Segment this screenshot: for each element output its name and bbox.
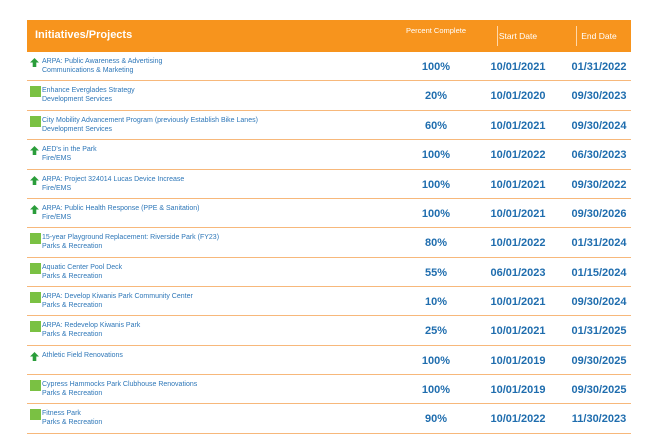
table-row[interactable]: Cypress Hammocks Park Clubhouse Renovati… bbox=[27, 375, 631, 405]
end-date: 11/30/2023 bbox=[571, 413, 627, 426]
start-date: 10/01/2019 bbox=[490, 354, 546, 367]
green-square-icon bbox=[30, 115, 41, 127]
table-row[interactable]: ARPA: Public Health Response (PPE & Sani… bbox=[27, 199, 631, 229]
start-date: 06/01/2023 bbox=[490, 266, 546, 279]
table-row[interactable]: ARPA: Public Awareness & Advertising Comm… bbox=[27, 52, 631, 82]
department-name: Development Services bbox=[42, 96, 113, 104]
green-square-icon bbox=[30, 86, 41, 98]
table-header: Initiatives/Projects Percent Complete St… bbox=[27, 20, 631, 52]
percent-complete: 80% bbox=[424, 237, 448, 250]
end-date: 09/30/2024 bbox=[571, 119, 627, 132]
end-date: 01/31/2022 bbox=[571, 61, 627, 73]
percent-complete: 25% bbox=[424, 325, 448, 338]
start-date: 10/01/2021 bbox=[490, 178, 546, 191]
end-date: 09/30/2024 bbox=[571, 296, 627, 309]
project-title[interactable]: ARPA: Redevelop Kiwanis Park bbox=[42, 322, 141, 330]
project-title[interactable]: ARPA: Public Awareness & Advertising bbox=[42, 58, 163, 65]
department-name: Parks & Recreation bbox=[42, 272, 103, 280]
end-date: 01/15/2024 bbox=[571, 266, 627, 279]
end-date: 09/30/2025 bbox=[571, 383, 627, 396]
percent-complete: 100% bbox=[421, 383, 451, 396]
header-start-date: Start Date bbox=[498, 31, 538, 41]
percent-complete: 100% bbox=[421, 61, 451, 73]
start-date: 10/01/2020 bbox=[490, 90, 546, 103]
percent-complete: 100% bbox=[421, 148, 451, 161]
start-date: 10/01/2022 bbox=[490, 148, 546, 161]
up-arrow-icon bbox=[30, 205, 39, 215]
end-date: 09/30/2025 bbox=[571, 354, 627, 367]
up-arrow-icon bbox=[30, 351, 39, 361]
end-date: 09/30/2026 bbox=[571, 208, 627, 221]
department-name: Parks & Recreation bbox=[42, 389, 103, 397]
start-date: 10/01/2021 bbox=[490, 119, 546, 132]
project-title[interactable]: ARPA: Project 324014 Lucas Device Increa… bbox=[42, 175, 185, 183]
table-row[interactable]: City Mobility Advancement Program (previ… bbox=[27, 111, 631, 140]
department-name: Development Services bbox=[42, 125, 113, 133]
department-name: Fire/EMS bbox=[42, 214, 72, 222]
table-row[interactable]: AED's in the Park Fire/EMS 100% 10/01/2022 0… bbox=[27, 140, 631, 170]
percent-complete: 100% bbox=[421, 208, 451, 221]
project-title[interactable]: Fitness Park bbox=[42, 410, 81, 418]
green-square-icon bbox=[30, 321, 41, 333]
green-square-icon bbox=[30, 292, 41, 304]
end-date: 09/30/2023 bbox=[571, 90, 627, 103]
department-name: Fire/EMS bbox=[42, 184, 72, 192]
project-title[interactable]: Enhance Everglades Strategy bbox=[42, 87, 135, 95]
project-title[interactable]: AED's in the Park bbox=[42, 145, 97, 153]
project-title[interactable]: 15-year Playground Replacement: Riversid… bbox=[42, 234, 220, 242]
header-percent: Percent Complete bbox=[405, 26, 467, 35]
green-square-icon bbox=[30, 409, 41, 421]
header-divider bbox=[497, 26, 498, 46]
start-date: 10/01/2021 bbox=[490, 296, 546, 309]
table-row[interactable]: Fitness Park Parks & Recreation 90% 10/01/2… bbox=[27, 404, 631, 434]
percent-complete: 100% bbox=[421, 354, 451, 367]
department-name: Parks & Recreation bbox=[42, 419, 103, 427]
up-arrow-icon bbox=[30, 175, 39, 185]
table-row[interactable]: Enhance Everglades Strategy Development S… bbox=[27, 81, 631, 111]
table-row[interactable]: ARPA: Redevelop Kiwanis Park Parks & Recr… bbox=[27, 316, 631, 346]
start-date: 10/01/2019 bbox=[490, 383, 546, 396]
project-title[interactable]: ARPA: Public Health Response (PPE & Sani… bbox=[42, 205, 200, 213]
header-end-date: End Date bbox=[581, 31, 617, 41]
up-arrow-icon bbox=[30, 145, 39, 155]
project-title[interactable]: Athletic Field Renovations bbox=[42, 351, 123, 359]
start-date: 10/01/2021 bbox=[490, 208, 546, 221]
department-name: Fire/EMS bbox=[42, 154, 72, 162]
table-row[interactable]: Aquatic Center Pool Deck Parks & Recreati… bbox=[27, 258, 631, 288]
table-body: ARPA: Public Awareness & Advertising Comm… bbox=[27, 52, 631, 434]
project-title[interactable]: ARPA: Develop Kiwanis Park Community Cen… bbox=[42, 293, 193, 301]
department-name: Parks & Recreation bbox=[42, 243, 103, 251]
project-title[interactable]: Cypress Hammocks Park Clubhouse Renovati… bbox=[42, 380, 198, 388]
percent-complete: 100% bbox=[421, 178, 451, 191]
project-title[interactable]: City Mobility Advancement Program (previ… bbox=[42, 116, 258, 124]
department-name: Parks & Recreation bbox=[42, 302, 103, 310]
end-date: 09/30/2022 bbox=[571, 178, 627, 191]
department-name: Parks & Recreation bbox=[42, 331, 103, 339]
project-title[interactable]: Aquatic Center Pool Deck bbox=[42, 263, 123, 271]
start-date: 10/01/2022 bbox=[490, 237, 546, 250]
green-square-icon bbox=[30, 379, 41, 391]
start-date: 10/01/2022 bbox=[490, 413, 546, 426]
percent-complete: 90% bbox=[424, 413, 448, 426]
initiatives-table: Initiatives/Projects Percent Complete St… bbox=[27, 20, 631, 434]
header-divider bbox=[576, 26, 577, 46]
percent-complete: 55% bbox=[424, 266, 448, 279]
table-row[interactable]: ARPA: Project 324014 Lucas Device Increa… bbox=[27, 170, 631, 200]
green-square-icon bbox=[30, 262, 41, 274]
green-square-icon bbox=[30, 233, 41, 245]
percent-complete: 10% bbox=[424, 296, 448, 309]
header-initiatives: Initiatives/Projects bbox=[35, 29, 133, 41]
end-date: 01/31/2024 bbox=[571, 237, 627, 250]
end-date: 01/31/2025 bbox=[571, 325, 627, 338]
table-row[interactable]: 15-year Playground Replacement: Riversid… bbox=[27, 228, 631, 258]
table-row[interactable]: Athletic Field Renovations 100% 10/01/2019… bbox=[27, 346, 631, 375]
table-row[interactable]: ARPA: Develop Kiwanis Park Community Cen… bbox=[27, 287, 631, 317]
department-name: Communications & Marketing bbox=[42, 67, 134, 74]
up-arrow-icon bbox=[30, 58, 39, 67]
percent-complete: 60% bbox=[424, 119, 448, 132]
start-date: 10/01/2021 bbox=[490, 61, 546, 73]
start-date: 10/01/2021 bbox=[490, 325, 546, 338]
end-date: 06/30/2023 bbox=[571, 148, 627, 161]
percent-complete: 20% bbox=[424, 90, 448, 103]
